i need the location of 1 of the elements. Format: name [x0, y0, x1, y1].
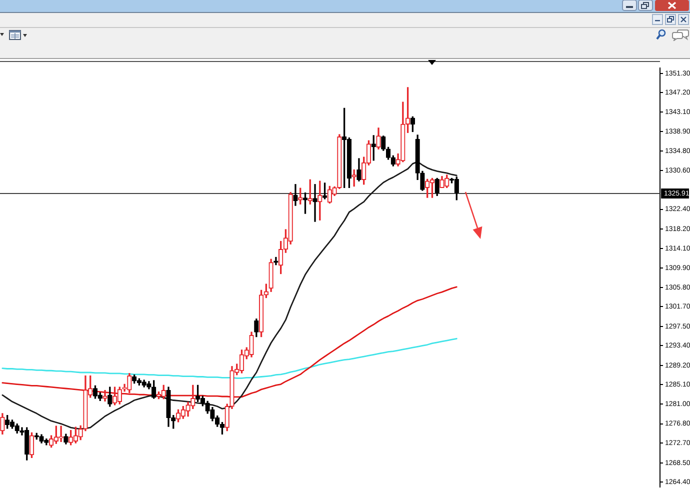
candlestick	[312, 184, 318, 222]
